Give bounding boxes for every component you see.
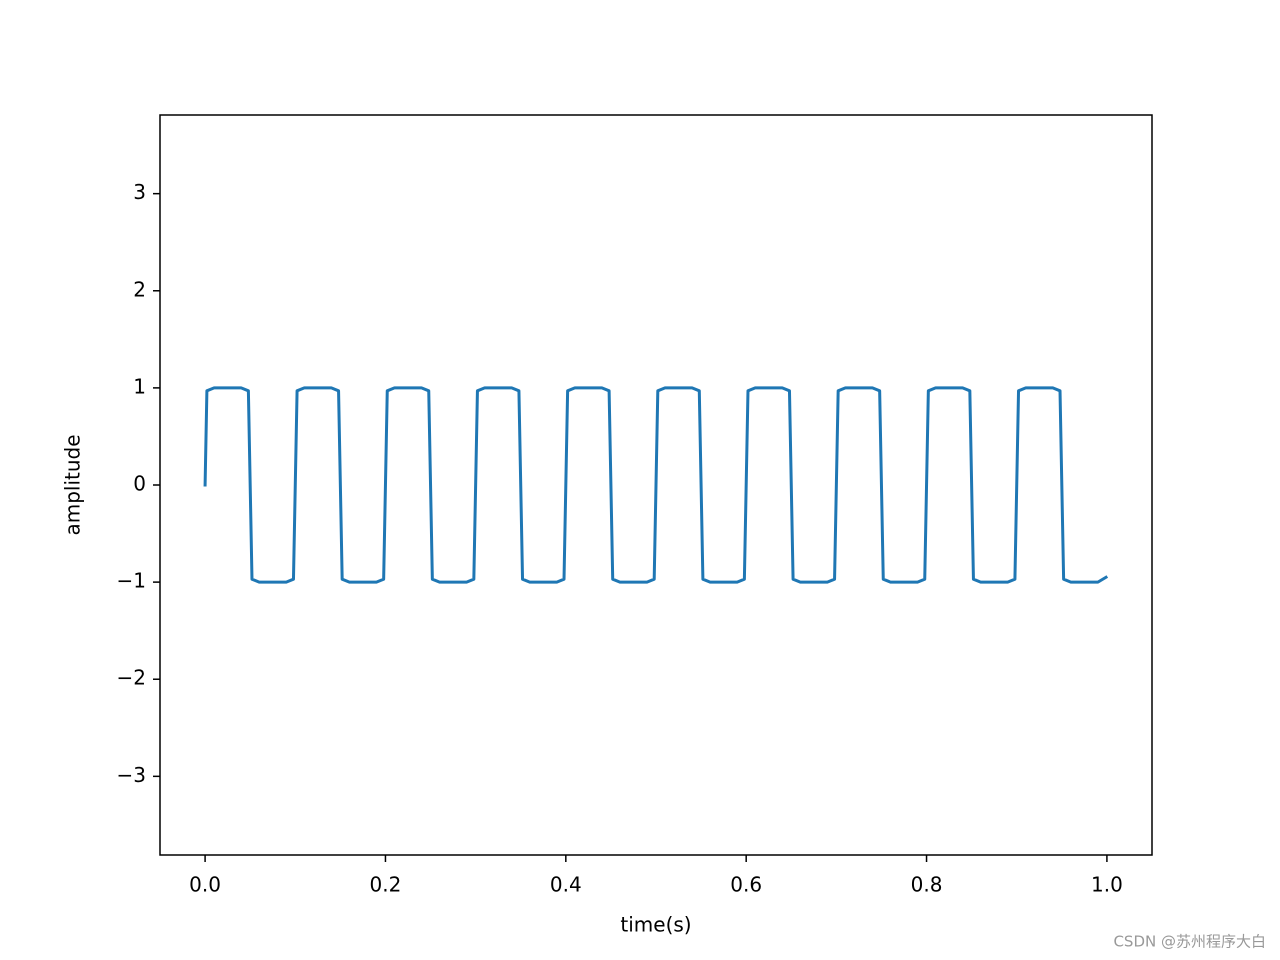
y-tick-label: 2 xyxy=(133,277,146,301)
y-tick-label: 1 xyxy=(133,374,146,398)
x-tick-label: 0.0 xyxy=(189,873,221,897)
x-tick-label: 0.8 xyxy=(911,873,943,897)
x-tick-label: 1.0 xyxy=(1091,873,1123,897)
x-axis-label: time(s) xyxy=(620,913,691,937)
y-tick-label: 0 xyxy=(133,472,146,496)
x-tick-label: 0.6 xyxy=(730,873,762,897)
y-tick-label: −1 xyxy=(117,569,146,593)
y-axis-label: amplitude xyxy=(61,434,85,535)
y-tick-label: −3 xyxy=(117,763,146,787)
line-series xyxy=(203,386,1109,584)
x-tick-label: 0.2 xyxy=(370,873,402,897)
watermark: CSDN @苏州程序大白 xyxy=(1113,933,1266,951)
y-tick-label: −2 xyxy=(117,666,146,690)
x-tick-label: 0.4 xyxy=(550,873,582,897)
y-tick-label: 3 xyxy=(133,180,146,204)
